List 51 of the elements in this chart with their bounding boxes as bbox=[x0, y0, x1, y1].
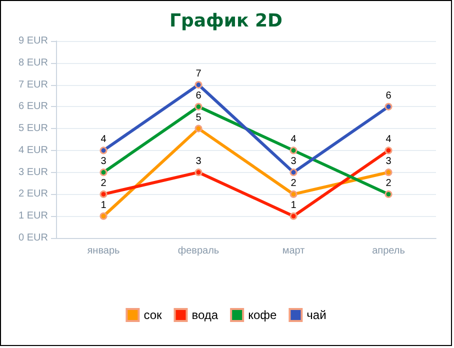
x-tick-label: январь bbox=[87, 246, 120, 256]
chart-title: График 2D bbox=[170, 10, 282, 32]
x-tick-label: апрель bbox=[372, 246, 405, 256]
y-tick-label: 9 EUR bbox=[18, 36, 48, 46]
data-label: 3 bbox=[290, 156, 297, 168]
point bbox=[384, 102, 392, 110]
y-tick-label: 5 EUR bbox=[18, 123, 48, 134]
data-label: 3 bbox=[196, 156, 202, 168]
x-tick-label: март bbox=[282, 246, 306, 256]
x-tick-label: февраль bbox=[178, 246, 220, 256]
y-tick-label: 6 EUR bbox=[18, 101, 48, 112]
data-label: 6 bbox=[196, 90, 202, 102]
legend-label: кофе bbox=[248, 308, 278, 322]
point bbox=[290, 212, 298, 220]
point bbox=[194, 124, 202, 132]
point bbox=[194, 81, 202, 89]
y-tick-label: 7 EUR bbox=[18, 79, 48, 90]
data-label: 2 bbox=[386, 178, 392, 189]
legend-label: сок bbox=[144, 308, 162, 322]
point bbox=[384, 146, 392, 154]
point bbox=[290, 146, 298, 154]
y-tick-label: 0 EUR bbox=[18, 232, 48, 244]
point bbox=[194, 168, 202, 176]
legend-label: вода bbox=[192, 308, 218, 322]
data-label: 4 bbox=[386, 134, 392, 146]
y-tick-label: 2 EUR bbox=[18, 188, 48, 200]
data-label: 1 bbox=[100, 200, 107, 211]
point bbox=[100, 168, 108, 176]
data-label: 2 bbox=[290, 178, 297, 189]
point bbox=[194, 102, 202, 110]
y-tick-label: 1 EUR bbox=[18, 210, 48, 222]
data-label: 7 bbox=[196, 68, 202, 80]
point bbox=[100, 212, 108, 220]
point bbox=[384, 190, 392, 198]
data-label: 3 bbox=[386, 156, 392, 168]
data-label: 5 bbox=[196, 112, 202, 124]
data-label: 4 bbox=[100, 134, 107, 146]
point bbox=[290, 190, 298, 198]
point bbox=[290, 168, 298, 176]
data-label: 2 bbox=[100, 178, 107, 189]
data-label: 6 bbox=[386, 90, 392, 102]
point bbox=[384, 168, 392, 176]
y-tick-label: 8 EUR bbox=[18, 57, 48, 68]
legend-label: чай bbox=[306, 308, 326, 322]
data-label: 3 bbox=[100, 156, 107, 168]
data-label: 4 bbox=[290, 134, 297, 146]
point bbox=[100, 190, 108, 198]
data-label: 1 bbox=[290, 200, 297, 211]
point bbox=[100, 146, 108, 154]
y-tick-label: 4 EUR bbox=[18, 144, 48, 156]
y-tick-label: 3 EUR bbox=[18, 166, 48, 178]
